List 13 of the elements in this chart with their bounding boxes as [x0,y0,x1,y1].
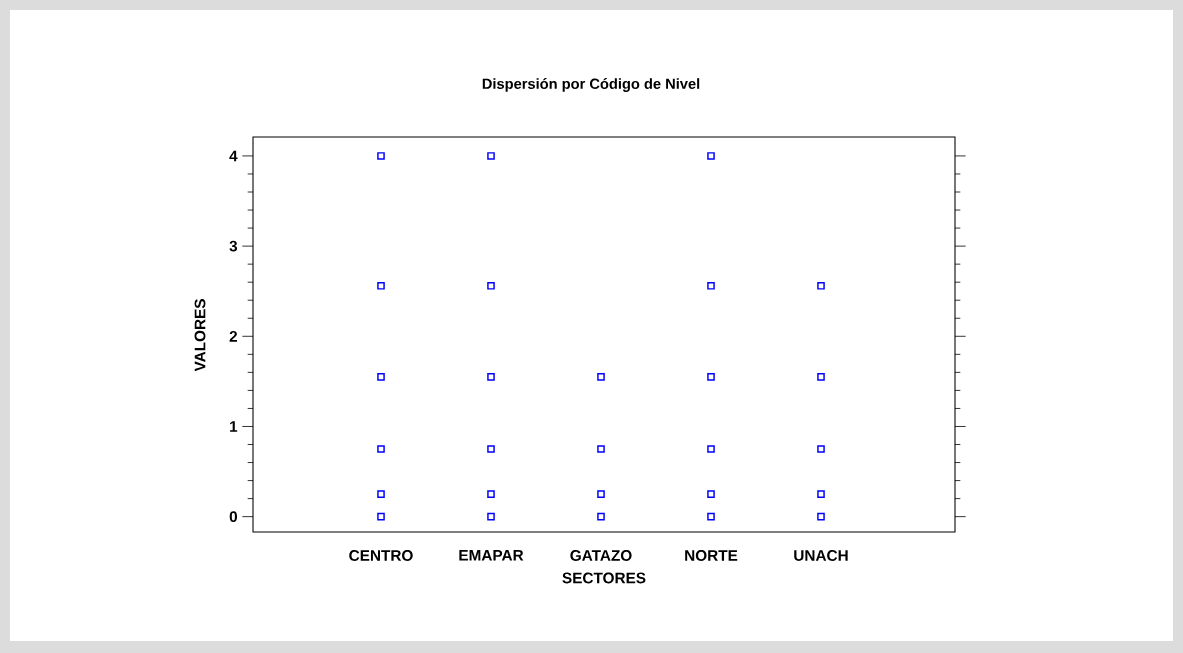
chart-title: Dispersión por Código de Nivel [482,78,700,92]
x-tick-label: UNACH [794,550,848,561]
y-tick-label: 2 [229,330,238,342]
y-tick-label: 4 [229,150,238,162]
x-tick-label: CENTRO [349,550,413,561]
x-axis-title: SECTORES [562,572,646,584]
y-axis-title: VALORES [194,299,206,372]
x-tick-label: NORTE [685,550,738,561]
x-tick-label: GATAZO [570,550,632,561]
x-tick-label: EMAPAR [459,550,524,561]
y-tick-label: 0 [229,511,238,523]
y-tick-label: 3 [229,240,238,252]
y-tick-label: 1 [230,421,238,432]
